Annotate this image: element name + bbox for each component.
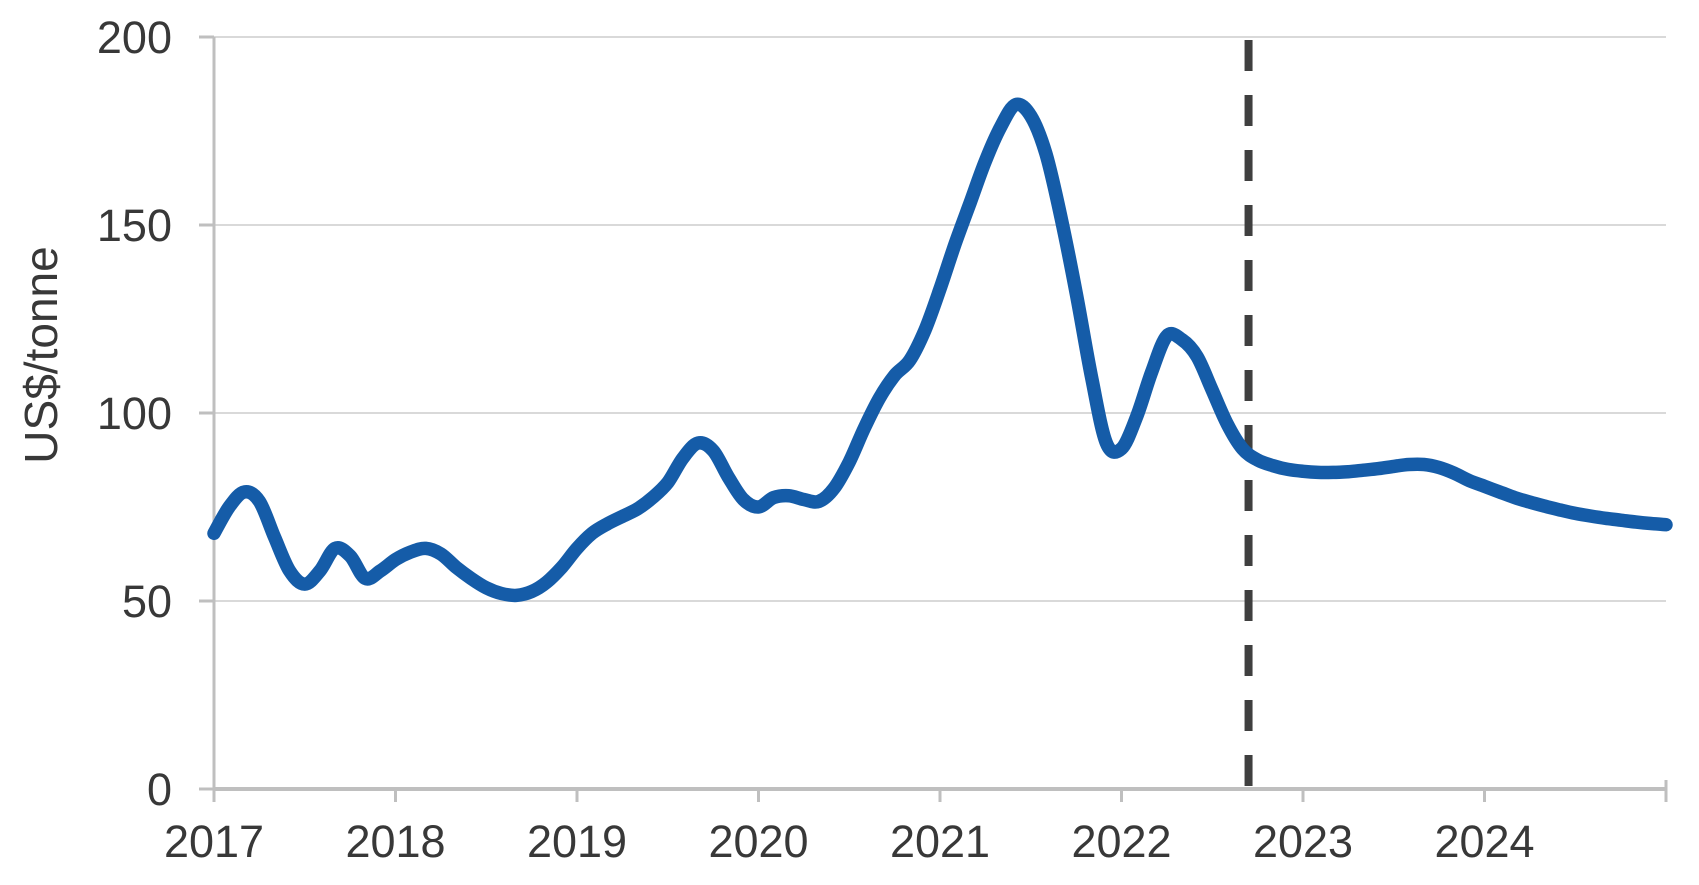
- price-series-line: [207, 97, 1673, 603]
- axes-layer: [199, 35, 1668, 802]
- x-tick-label: 2020: [708, 816, 808, 867]
- y-tick-label: 200: [97, 12, 172, 63]
- x-tick-label: 2019: [527, 816, 627, 867]
- x-tick-label: 2018: [345, 816, 445, 867]
- x-tick-label: 2024: [1434, 816, 1534, 867]
- data-series-layer: [207, 97, 1673, 603]
- x-tick-label: 2023: [1253, 816, 1353, 867]
- y-axis-title: US$/tonne: [15, 246, 67, 463]
- y-tick-label: 50: [122, 576, 172, 627]
- gridlines-layer: [214, 36, 1666, 602]
- x-tick-label: 2021: [890, 816, 990, 867]
- y-tick-label: 0: [147, 764, 172, 815]
- tick-labels-layer: 0 50 100 150 200 2017 2018 2019 2020 2021 2022 2023…: [97, 12, 1535, 867]
- x-tick-label: 2022: [1071, 816, 1171, 867]
- y-tick-label: 100: [97, 388, 172, 439]
- x-tick-label: 2017: [164, 816, 264, 867]
- y-tick-label: 150: [97, 200, 172, 251]
